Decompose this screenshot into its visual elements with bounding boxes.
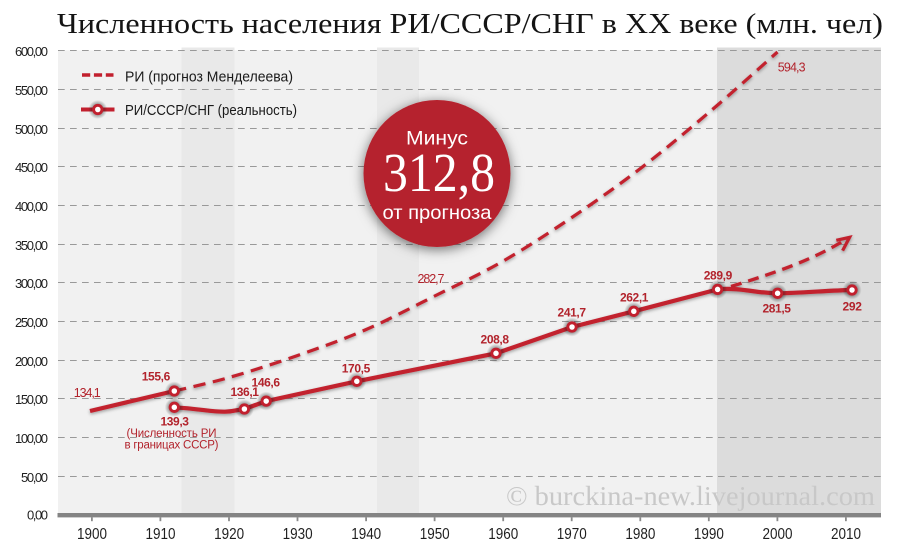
- svg-text:170,5: 170,5: [342, 361, 371, 375]
- svg-text:134,1: 134,1: [74, 386, 101, 400]
- svg-text:1910: 1910: [146, 526, 176, 543]
- svg-text:от прогноза: от прогноза: [383, 202, 492, 224]
- svg-text:289,9: 289,9: [704, 268, 733, 282]
- svg-text:50,00: 50,00: [21, 470, 48, 485]
- svg-text:262,1: 262,1: [620, 290, 649, 304]
- svg-text:250,00: 250,00: [15, 315, 48, 330]
- svg-text:200,00: 200,00: [15, 354, 48, 369]
- svg-text:208,8: 208,8: [481, 333, 510, 347]
- svg-text:1970: 1970: [557, 526, 587, 543]
- svg-text:Минус: Минус: [406, 127, 468, 149]
- svg-text:РИ (прогноз Менделеева): РИ (прогноз Менделеева): [125, 70, 293, 86]
- svg-text:300,00: 300,00: [15, 276, 48, 291]
- svg-text:281,5: 281,5: [762, 302, 791, 316]
- svg-text:100,00: 100,00: [15, 431, 48, 446]
- svg-text:241,7: 241,7: [558, 305, 587, 319]
- svg-text:1990: 1990: [694, 526, 724, 543]
- svg-text:350,00: 350,00: [15, 238, 48, 253]
- svg-text:(Численность РИ: (Численность РИ: [127, 428, 217, 440]
- svg-text:500,00: 500,00: [15, 122, 48, 137]
- svg-text:Численность населения РИ/СССР/: Численность населения РИ/СССР/СНГ в XX в…: [57, 8, 883, 40]
- svg-text:312,8: 312,8: [383, 142, 495, 203]
- svg-text:0,00: 0,00: [27, 507, 48, 522]
- svg-text:1900: 1900: [77, 526, 107, 543]
- svg-text:155,6: 155,6: [142, 370, 171, 384]
- svg-text:1930: 1930: [283, 526, 313, 543]
- svg-text:594,3: 594,3: [778, 61, 806, 75]
- svg-text:139,3: 139,3: [160, 415, 189, 429]
- svg-text:282,7: 282,7: [418, 272, 445, 286]
- svg-text:1940: 1940: [351, 526, 381, 543]
- svg-text:1980: 1980: [625, 526, 655, 543]
- svg-text:2000: 2000: [763, 526, 793, 543]
- svg-text:1950: 1950: [420, 526, 450, 543]
- svg-text:2010: 2010: [831, 526, 861, 543]
- svg-text:292: 292: [842, 300, 862, 314]
- svg-text:в границах СССР): в границах СССР): [125, 440, 219, 452]
- svg-text:136,1: 136,1: [230, 385, 259, 399]
- svg-text:450,00: 450,00: [15, 160, 48, 175]
- svg-text:400,00: 400,00: [15, 199, 48, 214]
- svg-text:146,6: 146,6: [252, 375, 281, 389]
- svg-text:550,00: 550,00: [15, 83, 48, 98]
- svg-text:1960: 1960: [488, 526, 518, 543]
- svg-text:РИ/СССР/СНГ (реальность): РИ/СССР/СНГ (реальность): [125, 103, 297, 119]
- svg-text:© burckina-new.livejournal.com: © burckina-new.livejournal.com: [506, 481, 875, 511]
- svg-text:150,00: 150,00: [15, 392, 48, 407]
- svg-text:600,00: 600,00: [15, 44, 48, 59]
- svg-text:1920: 1920: [214, 526, 244, 543]
